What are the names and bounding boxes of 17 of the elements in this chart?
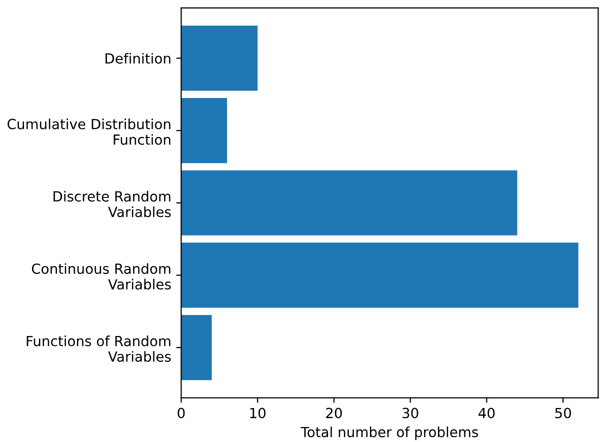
x-tick-label: 40: [478, 408, 495, 418]
bar: [181, 26, 258, 91]
x-axis-title: Total number of problems: [300, 426, 478, 440]
y-tick-label: Definition: [106, 52, 170, 64]
x-tick-label: 30: [402, 408, 418, 418]
bar: [181, 170, 518, 236]
x-tick-label: 20: [326, 408, 342, 418]
x-tick-label: 50: [555, 408, 571, 418]
y-tick-label: Discrete Random Variables: [54, 190, 171, 218]
x-tick-label: 10: [250, 408, 266, 418]
y-tick-label: Continuous Random Variables: [32, 263, 171, 290]
y-tick-label: Cumulative Distribution Function: [8, 118, 170, 145]
bar: [181, 314, 212, 380]
bar: [181, 98, 228, 164]
x-tick-label: 0: [178, 408, 185, 418]
y-tick-label: Functions of Random Variables: [26, 336, 171, 362]
bar: [181, 242, 578, 308]
